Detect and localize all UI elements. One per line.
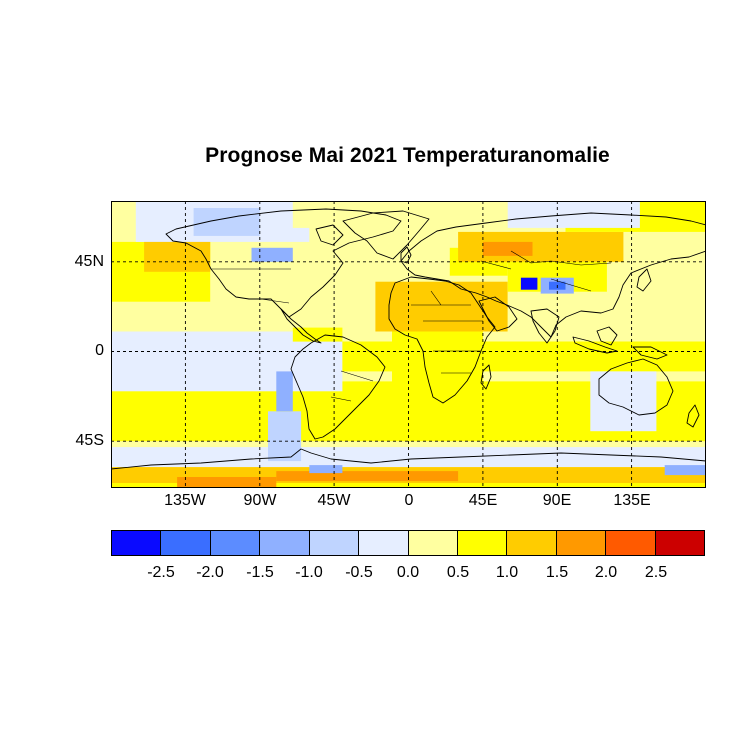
new-guinea-coast: [632, 346, 668, 360]
africa-coast: [388, 276, 496, 404]
latitude-label: 45S: [75, 432, 104, 449]
colorbar-swatch: [260, 531, 310, 555]
colorbar-swatch: [408, 531, 458, 555]
map-canvas: [111, 201, 706, 488]
antarctica-coast: [111, 448, 706, 470]
colorbar-label: 1.5: [545, 564, 569, 581]
colorbar: [111, 530, 705, 556]
colorbar-label: 0.5: [446, 564, 470, 581]
anomaly-cell: [193, 208, 260, 236]
anomaly-cell: [276, 371, 293, 412]
map-title: Prognose Mai 2021 Temperaturanomalie: [205, 144, 610, 167]
anomaly-cell: [520, 277, 538, 290]
colorbar-swatch: [655, 531, 705, 555]
greenland-coast: [342, 210, 430, 260]
anomaly-cell: [664, 465, 706, 476]
map-frame: [111, 201, 706, 488]
colorbar-swatch: [112, 531, 162, 555]
colorbar-swatch: [359, 531, 409, 555]
arabia-coast: [478, 296, 518, 332]
latitude-label: 45N: [74, 253, 104, 270]
colorbar-swatch: [606, 531, 656, 555]
longitude-label: 45W: [317, 492, 351, 509]
anomaly-cell: [375, 281, 508, 332]
colorbar-label: 1.0: [495, 564, 519, 581]
colorbar-swatch: [210, 531, 261, 555]
longitude-label: 135W: [164, 492, 206, 509]
baffin-coast: [315, 224, 344, 246]
anomaly-cell: [590, 371, 657, 432]
anomaly-field: [111, 201, 706, 488]
colorbar-label: -0.5: [345, 564, 373, 581]
colorbar-label: -1.0: [295, 564, 323, 581]
colorbar-label: -2.0: [196, 564, 224, 581]
colorbar-swatch: [161, 531, 211, 555]
new-zealand-coast: [686, 404, 700, 428]
longitude-label: 90E: [542, 492, 572, 509]
colorbar-label: 0.0: [396, 564, 420, 581]
colorbar-label: -2.5: [147, 564, 175, 581]
longitude-label: 0: [404, 492, 414, 509]
madagascar-coast: [480, 364, 492, 390]
anomaly-cell: [177, 477, 277, 487]
latitude-label: 0: [95, 342, 104, 359]
country-borders: [211, 250, 612, 402]
longitude-label: 45E: [468, 492, 498, 509]
japan-coast: [636, 268, 652, 292]
colorbar-swatch: [556, 531, 607, 555]
anomaly-cell: [292, 201, 368, 228]
indonesia-coast: [572, 336, 618, 354]
central-america-coast: [280, 308, 322, 344]
british-isles-coast: [400, 246, 412, 264]
colorbar-swatch: [457, 531, 508, 555]
colorbar-swatch: [507, 531, 557, 555]
anomaly-cell: [482, 241, 533, 256]
india-coast: [530, 308, 560, 344]
anomaly-map: [111, 201, 706, 488]
longitude-label: 90W: [243, 492, 277, 509]
colorbar-label: 2.0: [594, 564, 618, 581]
colorbar-label: 2.5: [644, 564, 668, 581]
anomaly-cell: [268, 411, 302, 462]
anomaly-cell: [111, 447, 706, 467]
longitude-label: 135E: [613, 492, 651, 509]
colorbar-swatch: [309, 531, 360, 555]
south-america-coast: [290, 334, 386, 440]
anomaly-cell: [309, 465, 343, 474]
north-america-coast: [165, 208, 402, 318]
borneo-coast: [596, 326, 618, 346]
anomaly-cell: [276, 471, 459, 482]
australia-coast: [598, 358, 674, 416]
anomaly-cell: [251, 247, 293, 262]
colorbar-label: -1.5: [246, 564, 274, 581]
coastlines: [111, 208, 706, 470]
